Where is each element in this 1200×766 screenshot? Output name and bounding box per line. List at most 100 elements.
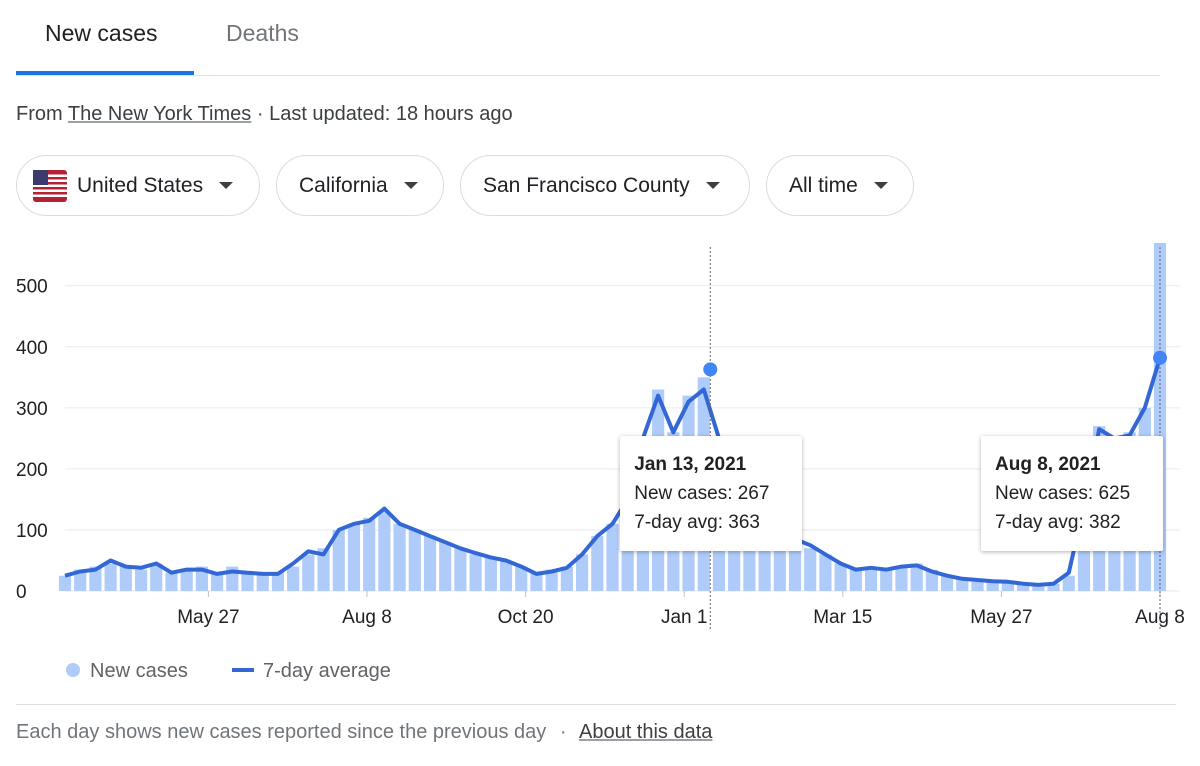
- bar: [58, 575, 72, 591]
- filter-chip[interactable]: California: [276, 155, 444, 216]
- bar: [560, 566, 573, 591]
- bar: [363, 517, 376, 591]
- bar: [104, 563, 117, 591]
- bar: [165, 572, 178, 591]
- source-prefix: From: [16, 103, 63, 125]
- bar: [332, 529, 345, 591]
- x-tick-label: Mar 15: [813, 607, 872, 628]
- bar: [89, 566, 102, 591]
- bar: [347, 523, 361, 591]
- legend-label: New cases: [90, 660, 188, 682]
- bar: [1032, 584, 1045, 591]
- bar: [591, 536, 604, 591]
- bar: [545, 569, 558, 591]
- divider: [16, 75, 1160, 76]
- tooltip-line: 7-day avg: 363: [634, 512, 760, 533]
- bar: [393, 523, 406, 591]
- y-tick-label: 500: [16, 277, 48, 298]
- bar: [941, 575, 954, 591]
- tooltip: Aug 8, 2021 New cases: 625 7-day avg: 382: [981, 436, 1163, 551]
- bar: [256, 573, 269, 591]
- bar: [971, 581, 984, 591]
- bar: [849, 569, 862, 591]
- tab[interactable]: Deaths: [226, 20, 299, 46]
- y-tick-label: 300: [16, 399, 48, 420]
- bar: [986, 580, 999, 591]
- source-suffix: · Last updated: 18 hours ago: [256, 103, 513, 125]
- filter-chip[interactable]: United States: [16, 155, 260, 216]
- x-tick-label: Jan 1: [661, 607, 707, 628]
- divider: [16, 704, 1176, 705]
- tab[interactable]: New cases: [45, 20, 158, 46]
- bar: [150, 563, 163, 591]
- legend-label: 7-day average: [263, 660, 391, 682]
- bar: [956, 578, 969, 591]
- bar: [119, 566, 132, 591]
- footer-note: Each day shows new cases reported since …: [16, 721, 547, 743]
- bar: [515, 566, 528, 591]
- bar: [880, 569, 893, 591]
- source-link[interactable]: The New York Times: [67, 103, 252, 125]
- tooltip-line: New cases: 267: [634, 483, 770, 504]
- bar: [317, 548, 330, 591]
- x-tick-label: May 27: [177, 607, 239, 628]
- tooltip-line: 7-day avg: 382: [995, 512, 1121, 533]
- x-tick-label: Aug 8: [1135, 607, 1185, 628]
- bar: [180, 569, 193, 591]
- filter-chip[interactable]: San Francisco County: [460, 155, 750, 216]
- footer-separator: ·: [559, 721, 567, 743]
- bar: [302, 554, 315, 591]
- filter-label: United States: [77, 173, 204, 197]
- bar: [499, 560, 513, 591]
- legend-item: 7-day average: [232, 660, 391, 682]
- bar: [819, 554, 832, 591]
- legend-swatch: [66, 663, 80, 677]
- x-tick-label: Oct 20: [498, 607, 554, 628]
- hover-marker: [703, 362, 718, 377]
- bar: [606, 523, 619, 591]
- bar: [910, 563, 923, 591]
- bar: [378, 511, 391, 591]
- bar: [1001, 581, 1014, 591]
- bar: [530, 572, 543, 591]
- bar: [804, 548, 817, 591]
- bar: [408, 529, 421, 591]
- filter-label: All time: [789, 173, 858, 197]
- bar: [195, 566, 208, 591]
- bar: [74, 569, 87, 591]
- x-tick-label: May 27: [970, 607, 1032, 628]
- bar: [241, 572, 254, 591]
- hover-marker: [1153, 350, 1167, 365]
- y-tick-label: 200: [16, 460, 48, 481]
- filter-label: California: [299, 173, 388, 197]
- bar: [287, 566, 300, 591]
- bar: [788, 542, 802, 591]
- bar: [864, 566, 878, 591]
- bar: [484, 557, 497, 591]
- bar: [1047, 583, 1060, 591]
- bar: [834, 563, 847, 591]
- y-tick-label: 0: [16, 582, 27, 603]
- bar: [423, 536, 437, 591]
- x-tick-label: Aug 8: [342, 607, 392, 628]
- bar: [895, 566, 908, 591]
- bar: [469, 554, 482, 591]
- bar: [211, 572, 224, 591]
- bar: [271, 572, 284, 591]
- bar: [576, 554, 589, 591]
- bar: [454, 548, 467, 591]
- legend-item: New cases: [66, 660, 188, 682]
- tooltip-title: Aug 8, 2021: [995, 454, 1101, 475]
- flag-icon: [33, 169, 67, 202]
- source-line: From The New York Times · Last updated: …: [16, 103, 513, 126]
- filter-chip[interactable]: All time: [766, 155, 914, 216]
- tab-indicator: [16, 71, 194, 75]
- footer-link[interactable]: About this data: [578, 721, 713, 743]
- y-tick-label: 400: [16, 338, 48, 359]
- footer: Each day shows new cases reported since …: [16, 721, 712, 744]
- bar: [1017, 583, 1030, 591]
- bar: [439, 542, 452, 591]
- bar: [1062, 575, 1075, 591]
- bar: [134, 569, 148, 591]
